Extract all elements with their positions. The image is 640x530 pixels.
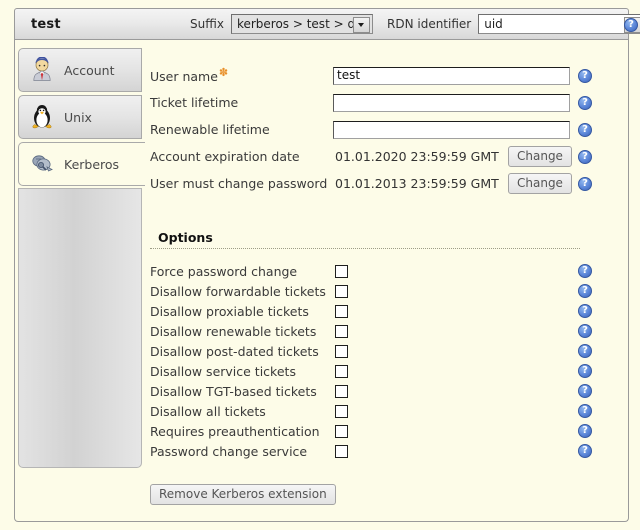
option-checkbox[interactable] [335, 265, 348, 278]
rdn-identifier-group: RDN identifier uid [387, 14, 640, 34]
help-icon[interactable]: ? [578, 149, 592, 164]
option-label: Disallow forwardable tickets [150, 284, 326, 299]
help-icon[interactable]: ? [624, 18, 638, 32]
option-checkbox[interactable] [335, 285, 348, 298]
remove-kerberos-extension-button[interactable]: Remove Kerberos extension [150, 484, 336, 505]
account-expiration-change-button[interactable]: Change [508, 146, 572, 167]
option-checkbox[interactable] [335, 445, 348, 458]
help-icon[interactable]: ? [578, 264, 592, 278]
options-divider [150, 248, 580, 249]
rdn-identifier-select[interactable]: uid [478, 14, 640, 34]
help-icon[interactable]: ? [578, 176, 592, 191]
option-label: Force password change [150, 264, 298, 279]
option-checkbox[interactable] [335, 305, 348, 318]
tab-account-label: Account [64, 62, 115, 78]
kerberos-icon [29, 151, 55, 177]
option-label: Disallow renewable tickets [150, 324, 317, 339]
option-row-disallow-all-tickets: Disallow all tickets ? [150, 402, 598, 422]
option-label: Disallow post-dated tickets [150, 344, 319, 359]
rdn-identifier-value: uid [484, 17, 503, 31]
chevron-down-icon[interactable] [352, 17, 370, 33]
option-label: Disallow service tickets [150, 364, 296, 379]
option-checkbox[interactable] [335, 345, 348, 358]
account-expiration-value: 01.01.2020 23:59:59 GMT [335, 149, 499, 164]
tab-unix-label: Unix [64, 109, 92, 125]
option-row-disallow-service-tickets: Disallow service tickets ? [150, 362, 598, 382]
help-icon[interactable]: ? [578, 344, 592, 358]
help-icon[interactable]: ? [578, 95, 592, 110]
form-row-user-name: User name✽ test ? [150, 62, 598, 89]
renewable-lifetime-label: Renewable lifetime [150, 122, 270, 137]
must-change-password-change-button[interactable]: Change [508, 173, 572, 194]
form-row-must-change-password: User must change password 01.01.2013 23:… [150, 170, 598, 197]
account-expiration-label: Account expiration date [150, 149, 300, 164]
option-checkbox[interactable] [335, 385, 348, 398]
suffix-group: Suffix kerberos > test > de [190, 14, 373, 34]
tab-column-filler [18, 188, 142, 468]
options-section: Options Force password change ? Disallow… [150, 230, 598, 462]
help-icon[interactable]: ? [578, 384, 592, 398]
option-row-disallow-forwardable-tickets: Disallow forwardable tickets ? [150, 282, 598, 302]
must-change-password-label: User must change password [150, 176, 328, 191]
form-row-account-expiration: Account expiration date 01.01.2020 23:59… [150, 143, 598, 170]
option-row-disallow-tgt-based-tickets: Disallow TGT-based tickets ? [150, 382, 598, 402]
option-checkbox[interactable] [335, 405, 348, 418]
option-row-requires-preauthentication: Requires preauthentication ? [150, 422, 598, 442]
tab-account[interactable]: Account [18, 48, 142, 92]
option-row-force-password-change: Force password change ? [150, 262, 598, 282]
kerberos-form: User name✽ test ? Ticket lifetime ? Rene… [150, 62, 598, 197]
form-row-ticket-lifetime: Ticket lifetime ? [150, 89, 598, 116]
option-row-disallow-renewable-tickets: Disallow renewable tickets ? [150, 322, 598, 342]
option-label: Password change service [150, 444, 308, 459]
required-marker: ✽ [218, 66, 229, 80]
user-icon [29, 56, 55, 83]
renewable-lifetime-input[interactable] [333, 120, 570, 139]
help-icon[interactable]: ? [578, 324, 592, 338]
help-icon[interactable]: ? [578, 444, 592, 458]
ticket-lifetime-label: Ticket lifetime [150, 95, 239, 110]
tab-unix[interactable]: Unix [18, 95, 142, 139]
help-icon[interactable]: ? [578, 424, 592, 438]
user-name-label: User name✽ [150, 66, 229, 85]
option-row-disallow-proxiable-tickets: Disallow proxiable tickets ? [150, 302, 598, 322]
page-title: test [31, 16, 61, 32]
option-row-disallow-post-dated-tickets: Disallow post-dated tickets ? [150, 342, 598, 362]
header-bar: test Suffix kerberos > test > de RDN ide… [14, 8, 640, 40]
option-label: Requires preauthentication [150, 424, 320, 439]
tab-kerberos[interactable]: Kerberos [18, 142, 145, 186]
help-icon[interactable]: ? [578, 284, 592, 298]
help-icon[interactable]: ? [578, 68, 592, 83]
help-icon[interactable]: ? [578, 364, 592, 378]
options-legend: Options [158, 230, 213, 245]
form-row-renewable-lifetime: Renewable lifetime ? [150, 116, 598, 143]
penguin-icon [29, 104, 55, 130]
suffix-select-value: kerberos > test > de [236, 17, 363, 31]
suffix-select[interactable]: kerberos > test > de [230, 14, 373, 34]
help-icon[interactable]: ? [578, 122, 592, 137]
help-icon[interactable]: ? [578, 404, 592, 418]
must-change-password-value: 01.01.2013 23:59:59 GMT [335, 176, 499, 191]
option-checkbox[interactable] [335, 325, 348, 338]
tab-list: Account Unix [18, 48, 145, 504]
suffix-label: Suffix [190, 17, 224, 31]
user-name-input[interactable]: test [333, 66, 570, 85]
rdn-identifier-label: RDN identifier [387, 17, 472, 31]
footer-actions: Remove Kerberos extension [150, 484, 336, 505]
option-label: Disallow proxiable tickets [150, 304, 309, 319]
tab-kerberos-label: Kerberos [64, 156, 120, 172]
options-list: Force password change ? Disallow forward… [150, 262, 598, 462]
ticket-lifetime-input[interactable] [333, 93, 570, 112]
option-checkbox[interactable] [335, 365, 348, 378]
option-row-password-change-service: Password change service ? [150, 442, 598, 462]
help-icon[interactable]: ? [578, 304, 592, 318]
option-checkbox[interactable] [335, 425, 348, 438]
option-label: Disallow TGT-based tickets [150, 384, 317, 399]
option-label: Disallow all tickets [150, 404, 266, 419]
